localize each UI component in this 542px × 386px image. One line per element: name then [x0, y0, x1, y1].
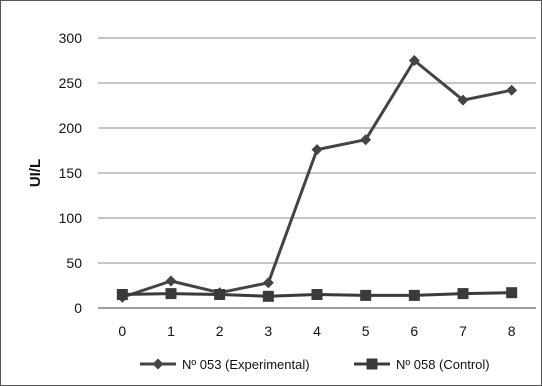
y-tick-label: 0	[74, 300, 82, 316]
y-tick-label: 150	[59, 165, 83, 181]
y-tick-label: 200	[59, 120, 83, 136]
data-point-series-2	[214, 289, 226, 300]
data-point-series-2	[408, 289, 420, 301]
data-point-series-1	[311, 144, 323, 156]
y-tick-label: 100	[59, 210, 83, 226]
legend-label: Nº 053 (Experimental)	[182, 357, 310, 372]
legend-label: Nº 058 (Control)	[396, 357, 490, 372]
data-point-series-2	[165, 288, 177, 300]
y-tick-labels: 0 50 100 150 200 250 300	[59, 30, 83, 316]
data-point-series-2	[457, 288, 469, 300]
y-tick-label: 300	[59, 30, 83, 46]
legend-marker	[366, 358, 378, 370]
data-point-series-2	[360, 289, 372, 301]
x-tick-label: 7	[459, 323, 467, 339]
y-tick-label: 50	[66, 255, 82, 271]
x-tick-label: 0	[118, 323, 126, 339]
legend-marker	[152, 358, 164, 370]
gridlines	[98, 37, 536, 264]
data-point-series-2	[116, 289, 128, 300]
data-point-series-1	[360, 134, 372, 146]
data-point-series-1	[457, 94, 469, 106]
data-point-series-1	[408, 55, 420, 66]
data-point-series-1	[262, 277, 274, 289]
data-point-series-2	[311, 289, 323, 300]
series-group	[116, 55, 518, 303]
x-tick-label: 6	[410, 323, 418, 339]
x-tick-label: 1	[167, 323, 175, 339]
y-axis-label: UI/L	[27, 159, 44, 187]
data-point-series-1	[165, 275, 177, 287]
series-line-1	[121, 59, 512, 299]
y-tick-label: 250	[59, 75, 83, 91]
data-point-series-2	[506, 287, 518, 299]
x-tick-label: 8	[508, 323, 516, 339]
x-tick-label: 2	[216, 323, 224, 339]
x-tick-labels: 0 1 2 3 4 5 6 7 8	[118, 323, 515, 339]
x-tick-label: 3	[264, 323, 272, 339]
legend: Nº 053 (Experimental) Nº 058 (Control)	[140, 357, 490, 372]
x-tick-label: 5	[362, 323, 370, 339]
x-tick-label: 4	[313, 323, 321, 339]
data-point-series-1	[506, 84, 518, 96]
data-point-series-2	[262, 290, 274, 302]
